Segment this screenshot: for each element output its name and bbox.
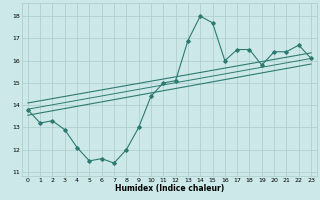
X-axis label: Humidex (Indice chaleur): Humidex (Indice chaleur) [115, 184, 224, 193]
